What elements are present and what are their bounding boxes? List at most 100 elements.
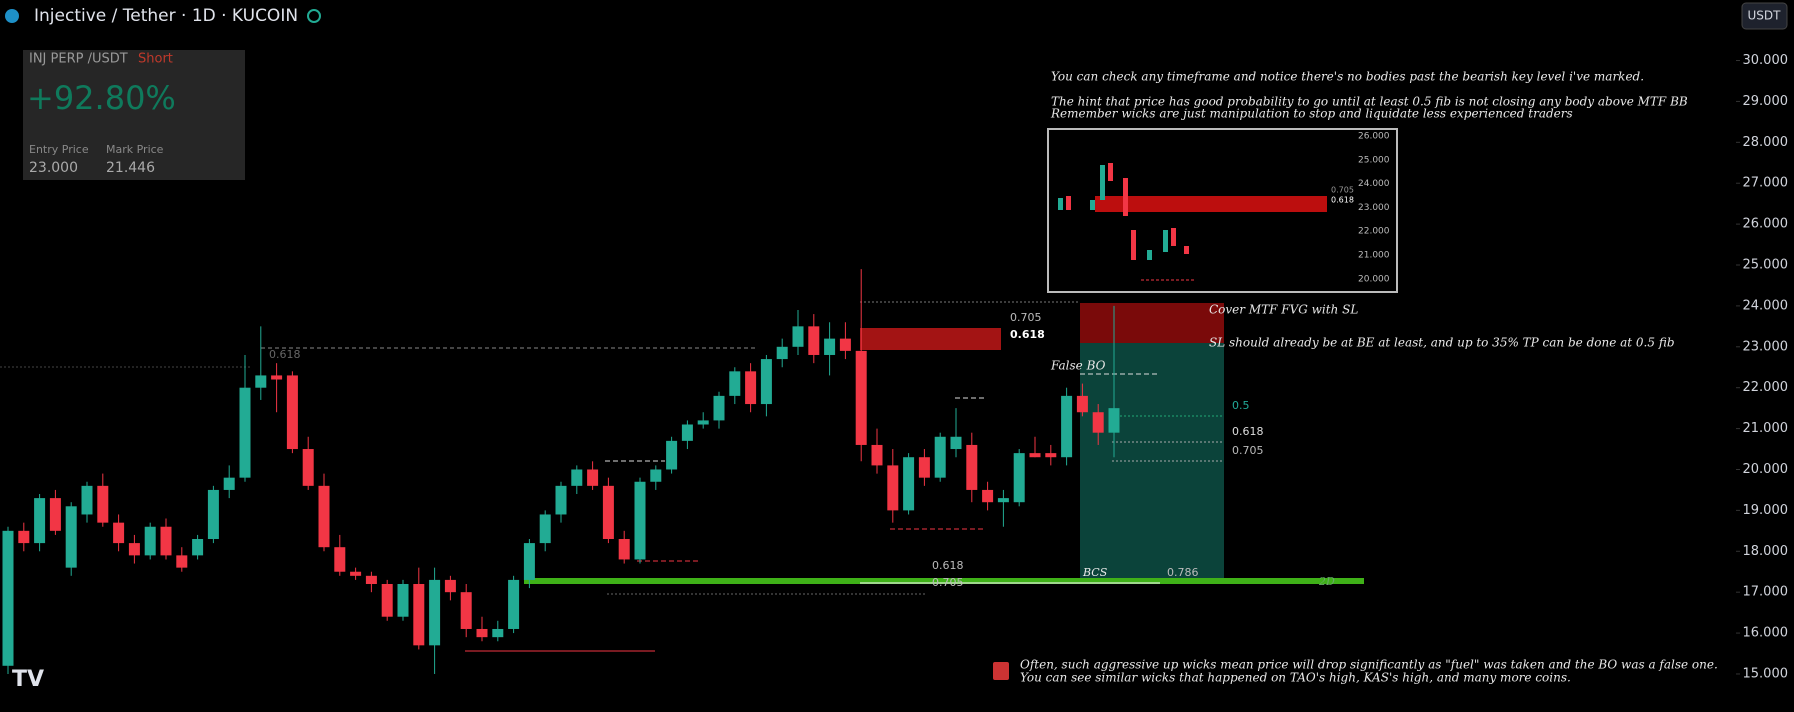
candle-body <box>966 444 978 490</box>
candle-body <box>460 592 472 629</box>
candle-body <box>381 583 393 617</box>
inset-zone <box>1095 196 1327 212</box>
key-level <box>524 578 1364 584</box>
candle-body <box>444 579 456 593</box>
candle-body <box>18 530 30 544</box>
candle-body <box>429 579 441 646</box>
candle-body <box>729 371 741 396</box>
currency-button[interactable] <box>1741 2 1788 30</box>
candle-body <box>350 571 362 576</box>
candle-body <box>1029 453 1041 458</box>
candle-body <box>65 506 77 568</box>
inset-chart: 0.705 0.618 26.000 25.000 24.000 23.000 22.0… <box>1047 128 1398 293</box>
inset-candle <box>1184 246 1189 254</box>
candle-body <box>839 338 851 351</box>
candle-body <box>571 469 583 486</box>
candle-body <box>2 530 14 666</box>
candle-body <box>745 371 757 405</box>
currency-label[interactable]: USDT <box>1748 9 1782 23</box>
note-icon <box>993 662 1009 680</box>
candle-body <box>539 514 551 544</box>
fib-label: 0.618 <box>269 348 301 361</box>
candle-body <box>903 457 915 511</box>
inset-tick-label: 22.000 <box>1358 227 1390 237</box>
symbol-title: Injective / Tether · 1D · KUCOIN <box>34 6 298 26</box>
y-tick-label: 16.000 <box>1743 626 1789 641</box>
status-dot <box>307 9 321 23</box>
candle-body <box>81 485 93 515</box>
candle-body <box>824 338 836 355</box>
candle-body <box>918 457 930 478</box>
y-tick-label: 18.000 <box>1743 544 1789 559</box>
fib-label: 0.618 <box>1232 425 1264 438</box>
y-tick-label: 21.000 <box>1743 421 1789 436</box>
candle-body <box>365 575 377 584</box>
candle-body <box>1013 453 1025 503</box>
candle-body <box>271 375 283 380</box>
price-axis: 15.000 16.000 17.000 18.000 19.000 20.000 21.0… <box>1736 53 1788 681</box>
y-tick-label: 29.000 <box>1743 94 1789 109</box>
y-tick-label: 23.000 <box>1743 339 1789 354</box>
candle-body <box>934 436 946 478</box>
candle-body <box>144 526 156 556</box>
candle-body <box>476 628 488 638</box>
inset-candle <box>1100 165 1105 200</box>
inset-tick-label: 21.000 <box>1358 251 1390 261</box>
y-tick-label: 20.000 <box>1743 462 1789 477</box>
tv-logo: TV <box>12 667 44 692</box>
position-panel <box>23 50 245 180</box>
candle-body <box>397 583 409 617</box>
candles <box>2 269 1120 674</box>
inset-candle <box>1163 230 1168 252</box>
candle-body <box>650 469 662 482</box>
bcs-label: BCS <box>1082 566 1108 579</box>
inset-candle <box>1147 250 1152 260</box>
candle-body <box>34 498 46 544</box>
candle-body <box>192 539 204 556</box>
fib-label: 0.705 <box>1232 444 1264 457</box>
candle-body <box>681 424 693 441</box>
candle-body <box>302 449 314 486</box>
candle-body <box>492 628 504 638</box>
inset-candle <box>1123 178 1128 216</box>
stop-zone <box>1080 303 1224 343</box>
candle-body <box>318 485 330 548</box>
position-pnl: +92.80% <box>27 79 176 117</box>
candle-body <box>792 326 804 347</box>
candle-body <box>666 440 678 470</box>
entry-price: 23.000 <box>29 160 78 176</box>
candle-body <box>223 477 235 490</box>
candle-body <box>97 485 109 523</box>
candle-body <box>508 579 520 629</box>
note-line: Remember wicks are just manipulation to … <box>1050 107 1573 121</box>
position-symbol: INJ PERP /USDT <box>29 52 128 67</box>
position-side: Short <box>138 52 173 67</box>
y-tick-label: 24.000 <box>1743 298 1789 313</box>
note-sl: SL should already be at BE at least, and… <box>1209 336 1675 350</box>
candle-body <box>207 489 219 540</box>
inset-candle <box>1131 230 1136 260</box>
candle-body <box>176 555 188 568</box>
fib-label: 0.618 <box>932 559 964 572</box>
inset-candle <box>1058 198 1063 210</box>
note-false-bo: False BO <box>1050 359 1106 373</box>
candle-body <box>950 436 962 450</box>
note-line: Often, such aggressive up wicks mean pri… <box>1020 658 1718 672</box>
candle-body <box>618 539 630 560</box>
candle-body <box>1108 408 1120 433</box>
fvg-zone <box>860 328 1001 350</box>
inset-tick-label: 24.000 <box>1358 179 1390 189</box>
inset-tick-label: 23.000 <box>1358 203 1390 213</box>
candle-body <box>697 420 709 425</box>
inset-tick-label: 26.000 <box>1358 132 1390 142</box>
inset-candle <box>1171 228 1176 246</box>
candle-body <box>871 444 883 466</box>
candle-body <box>1092 412 1104 433</box>
fib-label: 0.705 <box>1010 311 1042 324</box>
tf-label: 2D <box>1318 575 1335 588</box>
candle-body <box>255 375 267 388</box>
candle-body <box>1045 453 1057 458</box>
candle-body <box>334 547 346 572</box>
